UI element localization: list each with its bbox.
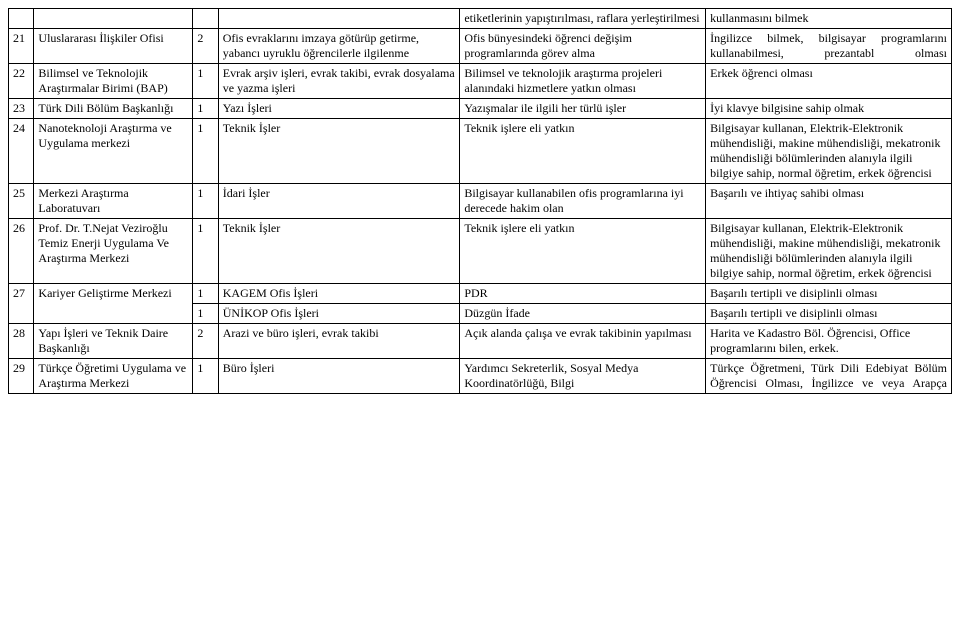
cell-unit: Kariyer Geliştirme Merkezi	[34, 284, 193, 324]
table-row: 29Türkçe Öğretimi Uygulama ve Araştırma …	[9, 359, 952, 394]
cell-num: 24	[9, 119, 34, 184]
cell-unit: Türkçe Öğretimi Uygulama ve Araştırma Me…	[34, 359, 193, 394]
cell-task: Arazi ve büro işleri, evrak takibi	[218, 324, 460, 359]
cell-task: İdari İşler	[218, 184, 460, 219]
cell-req: İyi klavye bilgisine sahip olmak	[706, 99, 952, 119]
cell-desc: etiketlerinin yapıştırılması, raflara ye…	[460, 9, 706, 29]
cell-num: 28	[9, 324, 34, 359]
cell-task: Teknik İşler	[218, 219, 460, 284]
cell-desc: Teknik işlere eli yatkın	[460, 119, 706, 184]
table-row: 26Prof. Dr. T.Nejat Veziroğlu Temiz Ener…	[9, 219, 952, 284]
cell-desc: PDR	[460, 284, 706, 304]
cell-req: Başarılı tertipli ve disiplinli olması	[706, 284, 952, 304]
cell-qty: 2	[193, 29, 218, 64]
cell-req: Başarılı ve ihtiyaç sahibi olması	[706, 184, 952, 219]
cell-num: 29	[9, 359, 34, 394]
table-row: 23Türk Dili Bölüm Başkanlığı1Yazı İşleri…	[9, 99, 952, 119]
cell-unit: Uluslararası İlişkiler Ofisi	[34, 29, 193, 64]
cell-unit: Prof. Dr. T.Nejat Veziroğlu Temiz Enerji…	[34, 219, 193, 284]
cell-req: Başarılı tertipli ve disiplinli olması	[706, 304, 952, 324]
cell-unit: Merkezi Araştırma Laboratuvarı	[34, 184, 193, 219]
cell-task: Evrak arşiv işleri, evrak takibi, evrak …	[218, 64, 460, 99]
cell-qty: 1	[193, 64, 218, 99]
cell-num: 25	[9, 184, 34, 219]
cell-desc: Yardımcı Sekreterlik, Sosyal Medya Koord…	[460, 359, 706, 394]
cell-unit: Nanoteknoloji Araştırma ve Uygulama merk…	[34, 119, 193, 184]
table-row: 21Uluslararası İlişkiler Ofisi2Ofis evra…	[9, 29, 952, 64]
table-row: 24Nanoteknoloji Araştırma ve Uygulama me…	[9, 119, 952, 184]
cell-task	[218, 9, 460, 29]
cell-unit: Bilimsel ve Teknolojik Araştırmalar Biri…	[34, 64, 193, 99]
cell-qty	[193, 9, 218, 29]
cell-desc: Bilgisayar kullanabilen ofis programları…	[460, 184, 706, 219]
cell-qty: 1	[193, 119, 218, 184]
cell-qty: 1	[193, 219, 218, 284]
cell-unit: Yapı İşleri ve Teknik Daire Başkanlığı	[34, 324, 193, 359]
cell-unit	[34, 9, 193, 29]
cell-num: 21	[9, 29, 34, 64]
cell-desc: Düzgün İfade	[460, 304, 706, 324]
cell-desc: Teknik işlere eli yatkın	[460, 219, 706, 284]
table-row: 27Kariyer Geliştirme Merkezi1KAGEM Ofis …	[9, 284, 952, 304]
cell-qty: 2	[193, 324, 218, 359]
cell-num: 27	[9, 284, 34, 324]
cell-unit: Türk Dili Bölüm Başkanlığı	[34, 99, 193, 119]
table-row: 25Merkezi Araştırma Laboratuvarı1İdari İ…	[9, 184, 952, 219]
cell-num: 26	[9, 219, 34, 284]
cell-req: Erkek öğrenci olması	[706, 64, 952, 99]
cell-req: Bilgisayar kullanan, Elektrik-Elektronik…	[706, 219, 952, 284]
cell-qty: 1	[193, 284, 218, 304]
cell-req: kullanmasını bilmek	[706, 9, 952, 29]
cell-task: Teknik İşler	[218, 119, 460, 184]
cell-req: İngilizce bilmek, bilgisayar programları…	[706, 29, 952, 64]
cell-task: Ofis evraklarını imzaya götürüp getirme,…	[218, 29, 460, 64]
cell-qty: 1	[193, 359, 218, 394]
table-row: etiketlerinin yapıştırılması, raflara ye…	[9, 9, 952, 29]
table-row: 22Bilimsel ve Teknolojik Araştırmalar Bi…	[9, 64, 952, 99]
cell-task: Büro İşleri	[218, 359, 460, 394]
cell-desc: Açık alanda çalışa ve evrak takibinin ya…	[460, 324, 706, 359]
cell-req: Türkçe Öğretmeni, Türk Dili Edebiyat Böl…	[706, 359, 952, 394]
cell-req: Bilgisayar kullanan, Elektrik-Elektronik…	[706, 119, 952, 184]
data-table: etiketlerinin yapıştırılması, raflara ye…	[8, 8, 952, 394]
cell-num: 22	[9, 64, 34, 99]
cell-desc: Yazışmalar ile ilgili her türlü işler	[460, 99, 706, 119]
cell-num	[9, 9, 34, 29]
cell-qty: 1	[193, 304, 218, 324]
cell-qty: 1	[193, 184, 218, 219]
cell-req: Harita ve Kadastro Böl. Öğrencisi, Offic…	[706, 324, 952, 359]
cell-qty: 1	[193, 99, 218, 119]
cell-desc: Bilimsel ve teknolojik araştırma projele…	[460, 64, 706, 99]
cell-task: KAGEM Ofis İşleri	[218, 284, 460, 304]
table-row: 28Yapı İşleri ve Teknik Daire Başkanlığı…	[9, 324, 952, 359]
cell-num: 23	[9, 99, 34, 119]
cell-task: Yazı İşleri	[218, 99, 460, 119]
cell-task: ÜNİKOP Ofis İşleri	[218, 304, 460, 324]
cell-desc: Ofis bünyesindeki öğrenci değişim progra…	[460, 29, 706, 64]
